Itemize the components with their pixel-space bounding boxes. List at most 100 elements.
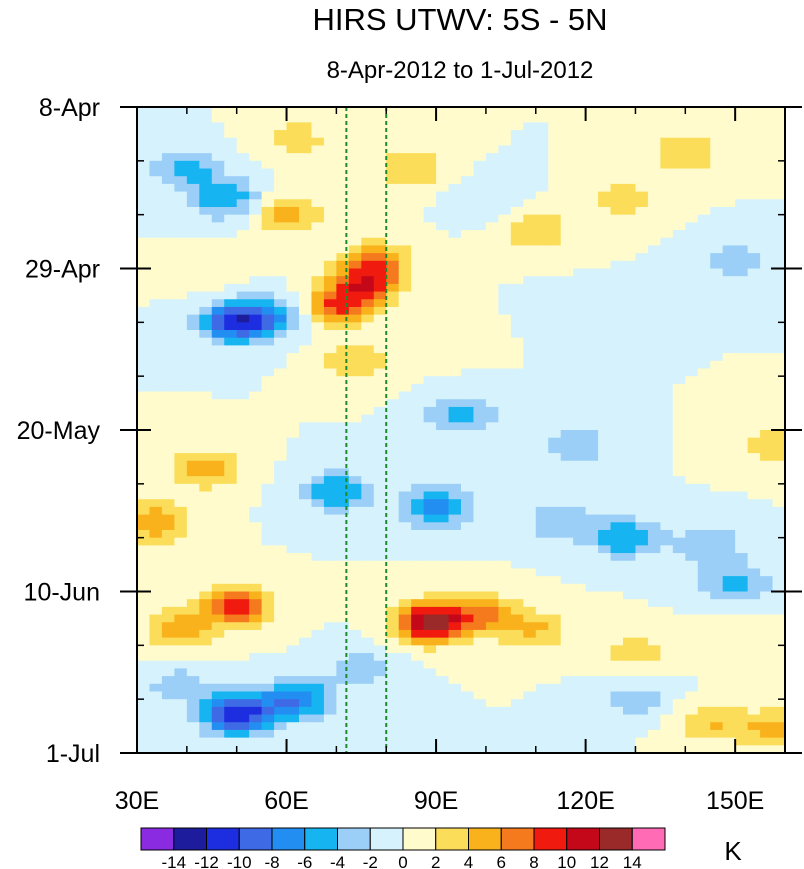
heatmap-cell <box>261 183 275 193</box>
heatmap-cell <box>473 191 487 200</box>
heatmap-cell <box>710 306 724 316</box>
heatmap-cell <box>647 553 661 562</box>
heatmap-cell <box>423 583 437 593</box>
heatmap-cell <box>161 322 175 331</box>
heatmap-cell <box>336 653 350 662</box>
heatmap-cell <box>311 583 325 593</box>
heatmap-cell <box>473 576 487 585</box>
heatmap-cell <box>236 237 250 247</box>
heatmap-cell <box>261 706 275 716</box>
heatmap-cell <box>647 206 661 216</box>
heatmap-cell <box>772 553 786 562</box>
heatmap-cell <box>174 268 188 277</box>
heatmap-cell <box>436 714 450 723</box>
heatmap-cell <box>411 529 425 539</box>
heatmap-cell <box>523 114 537 123</box>
heatmap-cell <box>411 376 425 385</box>
heatmap-cell <box>573 314 587 323</box>
heatmap-cell <box>149 653 163 662</box>
heatmap-cell <box>137 522 151 531</box>
heatmap-cell <box>286 268 300 277</box>
heatmap-cell <box>535 706 549 716</box>
heatmap-cell <box>186 637 200 646</box>
heatmap-cell <box>623 414 637 423</box>
heatmap-cell <box>299 399 313 408</box>
heatmap-cell <box>685 107 699 116</box>
heatmap-cell <box>436 691 450 700</box>
heatmap-cell <box>647 283 661 293</box>
heatmap-cell <box>386 253 400 262</box>
heatmap-cell <box>423 714 437 723</box>
heatmap-cell <box>398 522 412 531</box>
heatmap-cell <box>660 160 674 170</box>
heatmap-cell <box>373 714 387 723</box>
heatmap-cell <box>286 383 300 393</box>
heatmap-cell <box>485 368 499 377</box>
heatmap-cell <box>473 376 487 385</box>
heatmap-cell <box>411 599 425 608</box>
heatmap-cell <box>735 660 749 669</box>
heatmap-cell <box>411 283 425 293</box>
heatmap-cell <box>336 122 350 131</box>
heatmap-cell <box>635 283 649 293</box>
heatmap-cell <box>398 468 412 477</box>
heatmap-cell <box>548 414 562 423</box>
heatmap-cell <box>174 653 188 662</box>
heatmap-cell <box>722 330 736 339</box>
heatmap-cell <box>161 583 175 593</box>
heatmap-cell <box>137 237 151 247</box>
heatmap-cell <box>735 606 749 616</box>
heatmap-cell <box>423 722 437 731</box>
heatmap-cell <box>336 629 350 639</box>
heatmap-cell <box>710 322 724 331</box>
heatmap-cell <box>261 360 275 370</box>
heatmap-cell <box>610 191 624 200</box>
heatmap-cell <box>224 568 238 577</box>
heatmap-cell <box>448 514 462 523</box>
heatmap-cell <box>473 176 487 185</box>
heatmap-cell <box>311 629 325 639</box>
heatmap-cell <box>623 168 637 177</box>
heatmap-cell <box>548 214 562 223</box>
heatmap-cell <box>685 360 699 370</box>
heatmap-cell <box>598 545 612 554</box>
heatmap-cell <box>485 199 499 208</box>
heatmap-cell <box>610 668 624 677</box>
heatmap-cell <box>548 460 562 470</box>
heatmap-cell <box>174 345 188 354</box>
heatmap-cell <box>348 560 362 570</box>
heatmap-cell <box>697 214 711 223</box>
heatmap-cell <box>510 345 524 354</box>
heatmap-cell <box>485 222 499 231</box>
heatmap-cell <box>249 745 263 754</box>
heatmap-cell <box>772 345 786 354</box>
heatmap-cell <box>361 130 375 139</box>
heatmap-cell <box>336 114 350 123</box>
heatmap-cell <box>274 383 288 393</box>
heatmap-cell <box>149 306 163 316</box>
heatmap-cell <box>224 245 238 254</box>
heatmap-cell <box>485 322 499 331</box>
heatmap-cell <box>735 560 749 570</box>
heatmap-cell <box>647 291 661 300</box>
heatmap-cell <box>361 683 375 693</box>
heatmap-cell <box>373 629 387 639</box>
heatmap-cell <box>336 522 350 531</box>
heatmap-cell <box>722 553 736 562</box>
heatmap-cell <box>224 560 238 570</box>
heatmap-cell <box>149 368 163 377</box>
heatmap-cell <box>685 506 699 516</box>
heatmap-cell <box>498 245 512 254</box>
heatmap-cell <box>311 653 325 662</box>
heatmap-cell <box>760 376 774 385</box>
heatmap-cell <box>386 107 400 116</box>
heatmap-cell <box>685 653 699 662</box>
heatmap-cell <box>286 360 300 370</box>
heatmap-cell <box>735 745 749 754</box>
heatmap-cell <box>348 629 362 639</box>
heatmap-cell <box>760 245 774 254</box>
heatmap-cell <box>249 245 263 254</box>
heatmap-cell <box>323 114 337 123</box>
heatmap-cell <box>772 599 786 608</box>
heatmap-cell <box>548 191 562 200</box>
